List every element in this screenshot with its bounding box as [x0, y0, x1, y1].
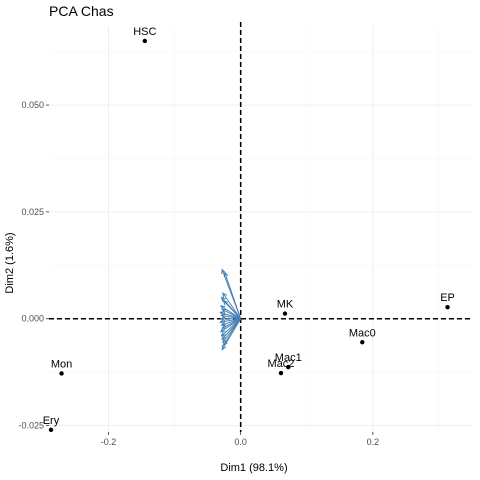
point-label: Mac0 [349, 327, 376, 339]
variable-arrow [222, 299, 242, 320]
point-marker [360, 340, 365, 345]
point-label: EP [440, 292, 455, 304]
y-tick-label: -0.025 [18, 421, 44, 431]
grid [49, 26, 472, 432]
variable-arrows [219, 268, 242, 351]
x-tick-label: 0.0 [234, 437, 247, 447]
point-mac1: Mac1 [275, 352, 302, 370]
point-label: Ery [43, 415, 60, 427]
point-label: MK [277, 299, 294, 311]
y-tick-label: 0.025 [21, 207, 44, 217]
point-label: Mac1 [275, 352, 302, 364]
reference-lines [49, 22, 472, 432]
point-ery: Ery [43, 415, 60, 433]
x-axis-title: Dim1 (98.1%) [220, 462, 287, 474]
point-marker [282, 311, 288, 316]
point-label: HSC [133, 26, 156, 38]
point-hsc: HSC [133, 26, 156, 44]
chart-title: PCA Chas [49, 3, 114, 19]
point-marker [278, 370, 284, 376]
variable-arrow [223, 271, 242, 319]
y-tick-label: 0.050 [21, 100, 44, 110]
x-tick-label: -0.2 [101, 437, 117, 447]
point-marker [59, 371, 64, 376]
variable-arrow [222, 292, 242, 320]
y-axis-title: Dim2 (1.6%) [4, 232, 16, 293]
point-mon: Mon [51, 358, 72, 376]
point-label: Mon [51, 358, 72, 370]
y-tick-label: 0.000 [21, 314, 44, 324]
variable-arrow [219, 318, 241, 333]
point-marker [445, 305, 450, 310]
x-tick-label: 0.2 [367, 437, 380, 447]
point-marker [48, 427, 54, 433]
axes: -0.2 0.0 0.2 -0.025 0.000 0.025 0.050 [18, 100, 379, 447]
point-mac2: Mac2 [268, 358, 295, 376]
point-marker [142, 38, 148, 44]
point-ep: EP [440, 292, 455, 310]
point-marker [286, 364, 291, 370]
point-label: Mac2 [268, 358, 295, 370]
point-mac0: Mac0 [349, 327, 376, 345]
point-mk: MK [277, 299, 294, 316]
variable-arrow [221, 318, 242, 351]
